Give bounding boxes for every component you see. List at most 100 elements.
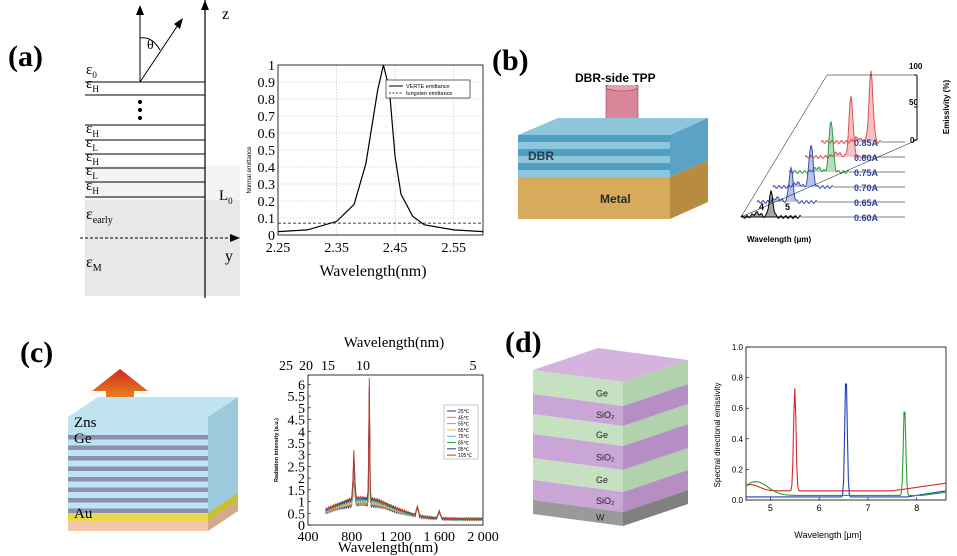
zns-stripe: [68, 502, 208, 509]
dbr-side-face: [670, 118, 708, 177]
stack-front-layer: [533, 480, 623, 512]
chart-c-ytick: 3: [298, 449, 305, 464]
layer-label: SiO₂: [596, 452, 615, 462]
chart-c-top-xlabel: Wavelength(nm): [344, 335, 444, 351]
chart-c-series-line: [325, 393, 484, 522]
chart-c-top-xtick: 25: [279, 359, 293, 374]
chart-d-ytick: 0.6: [732, 404, 744, 413]
chart-d-ytick: 0.0: [732, 496, 744, 505]
chart-b-series-label: 0.75A: [854, 168, 879, 178]
chart-c-frame: [307, 374, 484, 526]
chart-c-top-xtick: 5: [470, 359, 477, 374]
chart-c-ylabel: Radiation intensity (a.u.): [274, 418, 280, 482]
chart-d-xtick: 6: [817, 503, 822, 513]
chart-c-legend-item: 25℃: [458, 409, 470, 415]
stack-side-layer: [623, 384, 688, 426]
panel-c-label: (c): [20, 336, 54, 369]
z-axis-label: z: [222, 6, 230, 23]
chart-c-ytick: 1.5: [288, 484, 306, 499]
chart-a-ytick: 0.3: [258, 178, 276, 193]
chart-c-ytick: 4: [298, 425, 305, 440]
panel-a-schematic: [80, 0, 240, 298]
panel-a-label: (a): [8, 40, 43, 73]
stack-side-layer: [623, 404, 688, 446]
chart-b-series-fill: [773, 145, 833, 189]
chart-a-ytick: 0: [268, 229, 275, 244]
chart-a-ytick: 1: [268, 60, 275, 74]
stack-side-layer: [623, 448, 688, 492]
panel-c-structure: [68, 369, 238, 531]
metal-label: Metal: [600, 192, 631, 206]
chart-b-xlabel: Wavelength (μm): [747, 235, 811, 244]
chart-b-series-label: 0.70A: [854, 183, 879, 193]
chart-c-series-line: [325, 377, 484, 522]
L0-label: L0: [219, 188, 233, 206]
stack-front-layer: [533, 500, 623, 526]
zns-stripe: [68, 492, 208, 498]
chart-c-ytick: 2.5: [288, 460, 306, 475]
layer-eps-M: εM: [86, 254, 102, 275]
layer-label: W: [596, 512, 605, 522]
chart-b-ztick: 100: [909, 62, 923, 71]
chart-d-series-line: [745, 411, 947, 496]
layer-eps-early: εearly: [86, 206, 113, 227]
stack-side-face: [208, 397, 238, 515]
metal-front-face: [518, 177, 670, 219]
panel-b-structure: DBR Metal: [518, 85, 708, 219]
stack-front-layer: [533, 394, 623, 426]
ge-stripe: [68, 487, 208, 492]
chart-c-xtick: 400: [298, 530, 319, 545]
chart-a-xtick: 2.25: [266, 241, 291, 256]
chart-b-series-label: 0.85A: [854, 138, 879, 148]
chart-b-series-label: 0.80A: [854, 153, 879, 163]
chart-a: Normal emittance 0 0.1 0.2 0.3 0.4 0.5 0.6 0.7 0…: [247, 60, 484, 280]
layer-label: Ge: [596, 430, 608, 440]
layer-epsH: εH: [86, 149, 99, 167]
layer-label: SiO₂: [596, 496, 615, 506]
chart-c-top-xtick: 15: [321, 359, 335, 374]
chart-d-xtick: 8: [914, 503, 919, 513]
chart-b-series-line: [772, 144, 834, 190]
chart-b-series-line: [788, 121, 850, 175]
layer-label: Ge: [596, 388, 608, 398]
chart-d-xtick: 7: [865, 503, 870, 513]
ellipsis-dot: [138, 108, 142, 112]
chart-b-series-line: [820, 70, 882, 145]
stack-front-layer: [533, 414, 623, 446]
zns-stripe: [68, 450, 208, 456]
chart-a-ytick: 0.7: [258, 110, 276, 125]
chart-b-series-label: 0.60A: [854, 213, 879, 223]
chart-c-xlabel: Wavelength(nm): [338, 540, 438, 556]
chart-b: 100 50 0 Emissivity (%) 0.85A 0.80A 0.75A 0…: [740, 62, 951, 244]
ellipsis-dot: [138, 100, 142, 104]
chart-d-frame: [745, 346, 947, 501]
stack-side-layer: [623, 490, 688, 526]
chart-a-xtick: 2.35: [324, 241, 349, 256]
dbr-top-face: [518, 118, 708, 135]
chart-b-series-fill: [805, 96, 865, 159]
chart-d-ytick: 0.4: [732, 435, 744, 444]
chart-c-legend-item: 45℃: [458, 415, 470, 421]
chart-c-ytick: 1: [298, 496, 305, 511]
chart-a-frame: [277, 64, 484, 236]
stack-side-layer: [623, 360, 688, 406]
chart-a-ytick: 0.5: [258, 144, 276, 159]
y-axis-arrow: [230, 234, 240, 242]
chart-a-legend-1: VERTE emittance: [406, 84, 450, 90]
au-layer: [68, 513, 208, 521]
ellipsis-dot: [138, 116, 142, 120]
stack-side-layer: [623, 424, 688, 470]
chart-c-xtick: 2 000: [467, 530, 499, 545]
chart-c-legend-item: 55℃: [458, 422, 470, 428]
layer-label: SiO₂: [596, 410, 615, 420]
layer-epsH: εH: [86, 76, 99, 94]
chart-d-ylabel: Spectral directional emissivity: [713, 383, 722, 488]
zns-stripe: [68, 481, 208, 488]
chart-c: Wavelength(nm) 00.511.522.533.544.555.56…: [274, 335, 499, 556]
chart-c-ytick: 0: [298, 519, 305, 534]
panel-d-structure: Ge SiO₂ Ge SiO₂ Ge SiO₂ W: [533, 348, 688, 526]
chart-b-series-fill: [789, 121, 849, 174]
chart-b-series-line: [756, 165, 818, 205]
chart-d-series-line: [746, 383, 947, 498]
